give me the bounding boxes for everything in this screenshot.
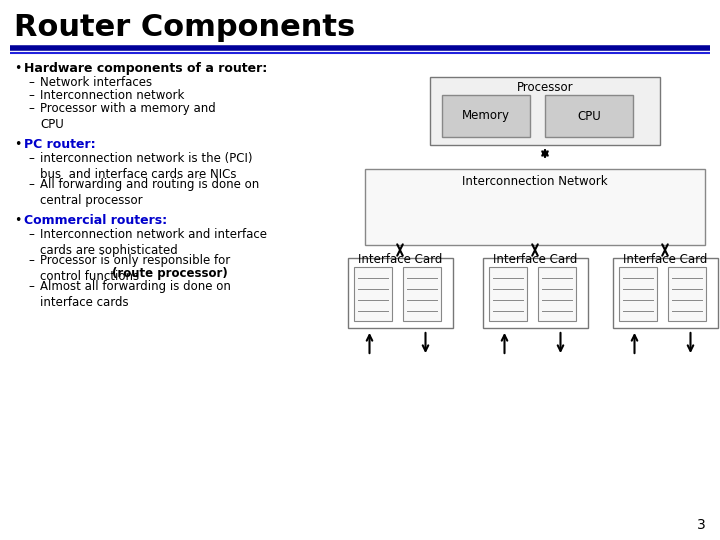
Text: Processor is only responsible for
control functions: Processor is only responsible for contro… [40,254,230,283]
Bar [348,258,452,328]
Bar [482,258,588,328]
Text: Interconnection network and interface
cards are sophisticated: Interconnection network and interface ca… [40,228,267,257]
Text: Network interfaces: Network interfaces [40,76,152,89]
Text: Processor: Processor [517,81,573,94]
Bar [618,267,657,321]
Text: Interface Card: Interface Card [492,253,577,266]
Text: PC router:: PC router: [24,138,96,151]
Text: –: – [28,102,34,115]
Bar [442,95,530,137]
Bar [545,95,633,137]
Bar [402,267,441,321]
Text: –: – [28,152,34,165]
Text: –: – [28,76,34,89]
Text: Interface Card: Interface Card [623,253,707,266]
Text: 3: 3 [697,518,706,532]
Text: •: • [14,138,22,151]
Bar [613,258,718,328]
Text: Interface Card: Interface Card [358,253,442,266]
Text: Interconnection network: Interconnection network [40,89,184,102]
Text: Almost all forwarding is done on
interface cards: Almost all forwarding is done on interfa… [40,280,231,309]
Text: •: • [14,214,22,227]
Text: Memory: Memory [462,110,510,123]
Text: •: • [14,62,22,75]
Text: All forwarding and routing is done on
central processor: All forwarding and routing is done on ce… [40,178,259,207]
Text: Commercial routers:: Commercial routers: [24,214,167,227]
Text: Processor with a memory and
CPU: Processor with a memory and CPU [40,102,216,131]
Text: –: – [28,254,34,267]
Text: –: – [28,89,34,102]
Bar [538,267,575,321]
Text: interconnection network is the (PCI)
bus  and interface cards are NICs: interconnection network is the (PCI) bus… [40,152,253,181]
Bar [667,267,706,321]
Text: CPU: CPU [577,110,601,123]
Text: Interconnection Network: Interconnection Network [462,175,608,188]
Bar [354,267,392,321]
Text: –: – [28,280,34,293]
Text: –: – [28,228,34,241]
Text: Hardware components of a router:: Hardware components of a router: [24,62,267,75]
Text: (route processor): (route processor) [112,267,228,280]
Text: –: – [28,178,34,191]
Bar [365,169,705,245]
Bar [488,267,526,321]
Text: Router Components: Router Components [14,13,355,42]
Bar [430,77,660,145]
